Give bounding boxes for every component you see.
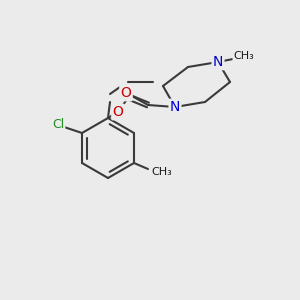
Text: O: O: [112, 105, 123, 119]
Text: Cl: Cl: [52, 118, 64, 130]
Text: N: N: [170, 100, 180, 114]
Text: CH₃: CH₃: [234, 51, 254, 61]
Text: O: O: [121, 86, 131, 100]
Text: N: N: [213, 55, 223, 69]
Text: CH₃: CH₃: [152, 167, 172, 177]
